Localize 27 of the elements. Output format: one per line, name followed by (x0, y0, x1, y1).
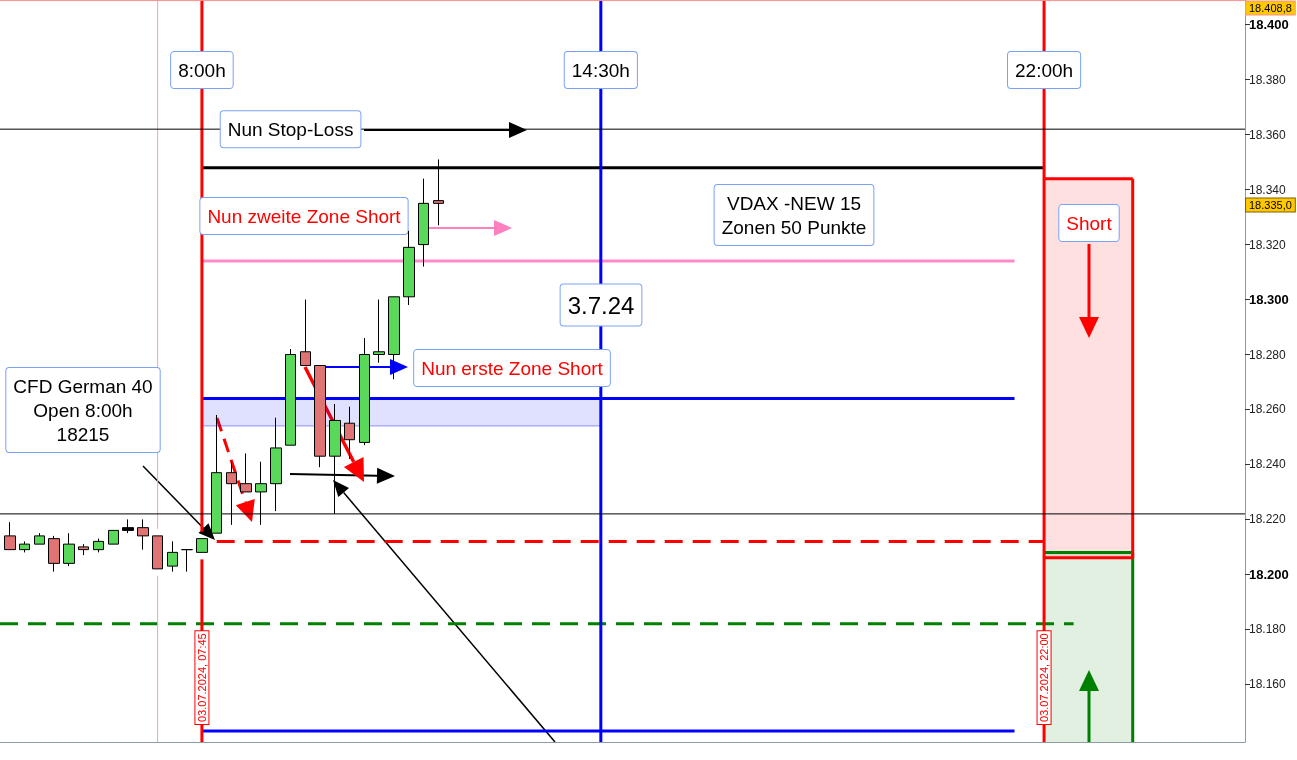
y-tick-label: 18.380 (1249, 72, 1287, 87)
y-tick-label: 18.320 (1249, 237, 1287, 252)
y-tick-label: 18.360 (1249, 127, 1287, 142)
annotation: CFD German 40 Open 8:00h 18215 (13, 375, 153, 445)
annotation: VDAX -NEW 15 Zonen 50 Punkte (721, 192, 867, 238)
annotation: Short (1066, 212, 1113, 234)
annotation: Nun erste Zone Short (421, 357, 604, 379)
x-tick-label: 03.07.2024, 07:45 (195, 633, 208, 722)
y-tick-label: 18.280 (1249, 347, 1287, 362)
y-tick-label: 18.260 (1249, 402, 1287, 417)
x-tick-label: 03.07.2024, 22:00 (1038, 633, 1051, 722)
annotation: 3.7.24 (567, 291, 635, 319)
y-tick-label: 18.400 (1249, 17, 1289, 33)
y-tick-label: 18.240 (1249, 457, 1287, 472)
y-tick-label: 18.160 (1249, 677, 1287, 692)
ref-line-label: 22:00h (1015, 59, 1074, 81)
y-tick-label: 18.300 (1249, 292, 1289, 308)
annotation: Nun Stop-Loss (227, 118, 354, 140)
ref-line-label: 8:00h (178, 59, 226, 81)
y-tick-label: 18.200 (1249, 566, 1289, 582)
y-tick-label: 18.340 (1249, 182, 1287, 197)
text: 18.335,0 (1249, 199, 1292, 211)
ref-line-label: 18.408,8 (1249, 2, 1292, 14)
ref-line-label: 14:30h (571, 59, 630, 81)
annotation: Nun zweite Zone Short (207, 205, 402, 227)
y-tick-label: 18.220 (1249, 512, 1287, 527)
y-tick-label: 18.180 (1249, 622, 1287, 637)
